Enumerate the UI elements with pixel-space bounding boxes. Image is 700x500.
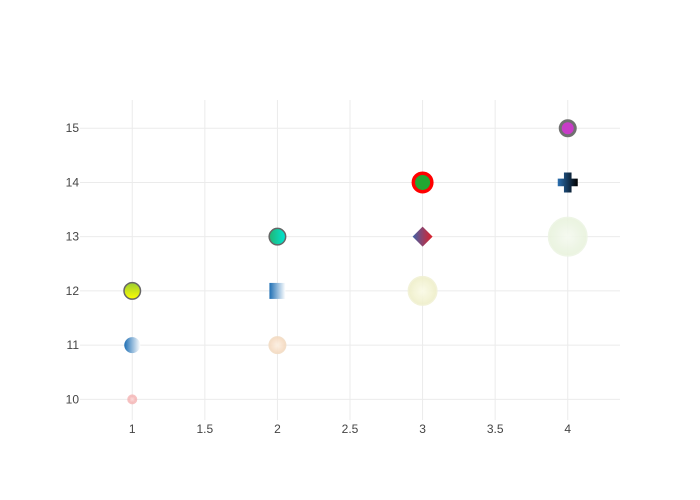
scatter-point-circle [268, 227, 287, 246]
scatter-point-circle [407, 275, 438, 306]
x-tick-label: 3.5 [487, 422, 504, 436]
grid-lines [80, 100, 620, 420]
x-tick-label: 1 [129, 422, 136, 436]
x-tick-label: 3 [419, 422, 426, 436]
scatter-point-circle [547, 216, 588, 257]
scatter-point-square [269, 282, 286, 299]
scatter-point-cross [557, 172, 578, 193]
scatter-point-circle [124, 337, 141, 354]
scatter-point-circle [127, 394, 138, 405]
y-tick-label: 12 [66, 284, 80, 298]
y-tick-label: 13 [66, 230, 80, 244]
scatter-point-circle [558, 119, 577, 138]
y-tick-label: 11 [67, 338, 80, 352]
x-tick-label: 2.5 [342, 422, 359, 436]
scatter-point-circle [268, 336, 287, 355]
scatter-point-diamond [412, 226, 433, 247]
scatter-point-circle [411, 171, 434, 194]
x-tick-label: 4 [564, 422, 571, 436]
data-markers [123, 119, 588, 405]
y-tick-label: 15 [66, 121, 80, 135]
x-tick-label: 2 [274, 422, 281, 436]
y-tick-label: 10 [66, 392, 80, 406]
y-tick-label: 14 [66, 175, 80, 189]
x-tick-label: 1.5 [196, 422, 213, 436]
scatter-point-circle [123, 281, 142, 300]
tick-labels: 1 1.5 2 2.5 3 3.5 4 10 11 12 13 14 15 [66, 121, 572, 436]
